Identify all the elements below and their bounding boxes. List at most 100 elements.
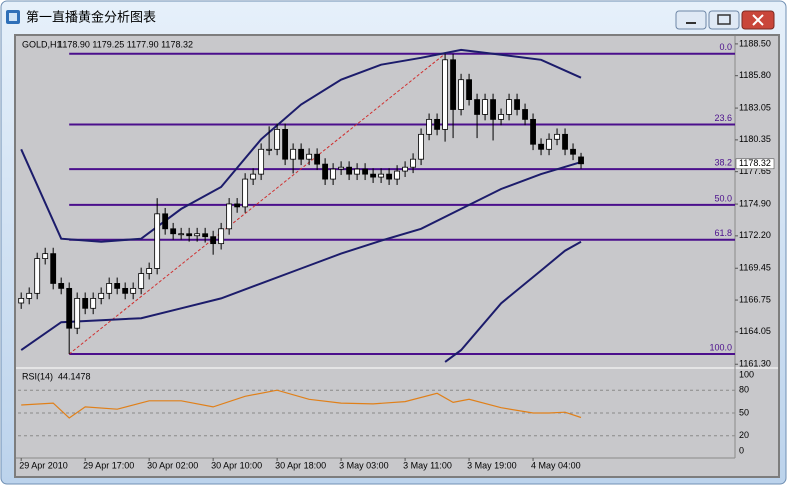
rsi-line <box>21 389 582 419</box>
candle-body <box>346 166 353 175</box>
candle-body <box>98 292 105 299</box>
candle-body <box>258 148 265 175</box>
candle-body <box>314 153 321 165</box>
minimize-button[interactable] <box>675 10 707 30</box>
candle-body <box>386 173 392 180</box>
candle-body <box>210 236 217 245</box>
candle-body <box>290 148 297 160</box>
candle-body <box>410 158 416 168</box>
candle-body <box>114 283 121 289</box>
candle-body <box>418 133 424 160</box>
candle-body <box>170 228 177 235</box>
candle-body <box>66 287 73 329</box>
candle-body <box>282 128 289 160</box>
fib-label: 61.8 <box>714 228 732 238</box>
rsi-value: 44.1478 <box>58 371 91 381</box>
candle-body <box>186 233 193 237</box>
window-title: 第一直播黄金分析图表 <box>26 9 156 24</box>
candle-body <box>122 287 129 294</box>
candle-body <box>82 297 89 309</box>
fib-label: 100.0 <box>709 342 732 352</box>
x-tick-label: 4 May 04:00 <box>531 460 581 470</box>
fib-label: 23.6 <box>714 113 732 123</box>
bollinger-band <box>444 240 582 363</box>
candle-body <box>442 59 448 130</box>
rsi-name: RSI(14) <box>22 371 53 381</box>
candle-body <box>578 156 584 165</box>
candle-body <box>450 59 456 110</box>
y-tick-label: 1174.90 <box>739 198 771 208</box>
minimize-glyph <box>686 22 696 24</box>
maximize-glyph <box>717 14 731 25</box>
x-tick-label: 3 May 11:00 <box>403 460 452 470</box>
candle-body <box>266 148 273 151</box>
rsi-tick-label: 0 <box>739 445 744 455</box>
x-tick-label: 30 Apr 18:00 <box>275 460 326 470</box>
rsi-tick-label: 20 <box>739 430 749 440</box>
candle-body <box>538 143 544 150</box>
y-tick-label: 1169.45 <box>739 263 771 273</box>
candle-body <box>146 268 153 274</box>
candle-body <box>194 233 201 237</box>
y-tick-label: 1161.30 <box>739 359 771 369</box>
x-tick-label: 29 Apr 2010 <box>19 460 68 470</box>
rsi-tick-label: 100 <box>739 369 754 379</box>
y-tick-label: 1183.05 <box>739 102 771 112</box>
candle-body <box>154 213 161 269</box>
candle-body <box>498 114 504 120</box>
candle-body <box>322 163 329 180</box>
candle-body <box>402 166 408 172</box>
symbol: GOLD,H1 <box>22 39 62 49</box>
candle-body <box>162 213 169 230</box>
bollinger-band <box>20 161 582 351</box>
candle-body <box>506 99 512 115</box>
candle-body <box>202 233 209 238</box>
y-tick-label: 1188.50 <box>739 38 771 48</box>
candle-body <box>298 148 305 160</box>
app-icon-inner <box>9 13 17 21</box>
fib-label: 50.0 <box>714 193 732 203</box>
y-tick-label: 1172.20 <box>739 230 771 240</box>
candle-body <box>34 258 41 294</box>
y-tick-label: 1177.65 <box>739 166 771 176</box>
candle-body <box>362 168 369 175</box>
candle-body <box>26 292 33 299</box>
candle-body <box>370 173 377 178</box>
ohlc-label: 1178.90 1179.25 1177.90 1178.32 <box>58 39 193 49</box>
y-tick-label: 1180.35 <box>739 134 771 144</box>
candle-body <box>242 178 249 208</box>
candle-body <box>106 283 113 294</box>
candle-body <box>274 128 281 150</box>
candle-body <box>58 283 65 289</box>
candle-body <box>42 253 49 259</box>
candle-body <box>218 228 225 245</box>
main-pane <box>18 48 735 363</box>
rsi-pane <box>18 389 735 437</box>
candle-body <box>234 203 241 208</box>
fib-trendline <box>68 53 446 355</box>
candle-body <box>426 118 432 135</box>
fib-label: 0.0 <box>719 42 732 52</box>
candle-body <box>562 133 568 150</box>
candle-body <box>570 148 576 155</box>
x-tick-label: 30 Apr 10:00 <box>211 460 262 470</box>
candle-body <box>50 253 57 284</box>
x-tick-label: 3 May 19:00 <box>467 460 517 470</box>
rsi-tick-label: 50 <box>739 407 749 417</box>
candle-body <box>130 287 137 294</box>
candle-body <box>514 99 520 110</box>
candle-body <box>546 138 552 150</box>
maximize-button[interactable] <box>708 10 740 30</box>
x-tick-label: 30 Apr 02:00 <box>147 460 198 470</box>
candle-body <box>178 233 185 236</box>
candle-body <box>466 79 472 100</box>
y-tick-label: 1166.75 <box>739 294 771 304</box>
candle-body <box>474 99 480 115</box>
candle-body <box>250 173 257 180</box>
candle-body <box>490 99 496 120</box>
candle-body <box>138 273 145 289</box>
chart-background <box>16 36 778 476</box>
candle-body <box>522 109 528 120</box>
